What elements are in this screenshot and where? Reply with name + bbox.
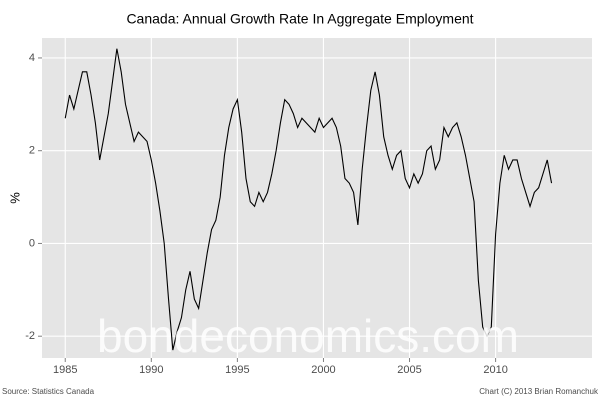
credit: Chart (C) 2013 Brian Romanchuk [479, 387, 599, 396]
x-tick-label: 1985 [53, 364, 77, 376]
watermark: bondeconomics.com [97, 310, 519, 362]
source: Source: Statistics Canada [2, 387, 95, 396]
marks: -2 0 2 4 1985 1990 1995 2000 2005 2010 [25, 38, 592, 376]
x-tick-label: 1990 [139, 364, 163, 376]
y-tick-label: -2 [25, 330, 35, 342]
y-axis-label: % [7, 192, 22, 204]
panel [42, 38, 592, 358]
y-tick-label: 4 [29, 52, 35, 64]
x-tick-label: 1995 [225, 364, 249, 376]
x-tick-label: 2010 [483, 364, 507, 376]
x-tick-label: 2005 [397, 364, 421, 376]
y-tick-label: 0 [29, 237, 35, 249]
y-tick-label: 2 [29, 145, 35, 157]
chart-title: Canada: Annual Growth Rate In Aggregate … [126, 11, 473, 27]
x-tick-label: 2000 [311, 364, 335, 376]
line [64, 48, 553, 351]
